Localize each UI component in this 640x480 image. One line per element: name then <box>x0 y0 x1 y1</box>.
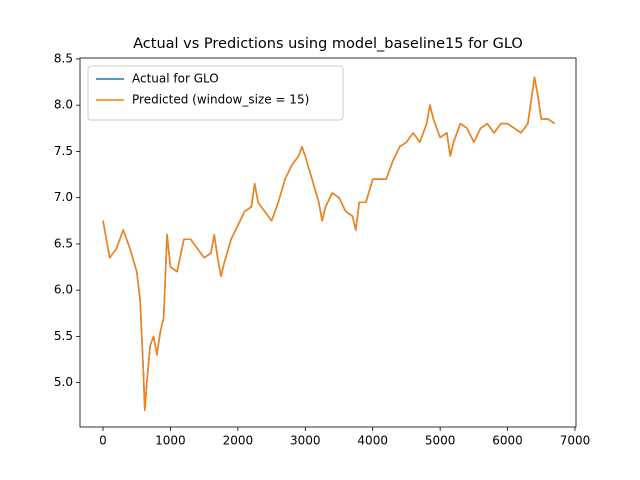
x-tick-label: 6000 <box>492 434 523 448</box>
x-tick-label: 2000 <box>223 434 254 448</box>
x-tick-label: 5000 <box>425 434 456 448</box>
y-tick-label: 7.0 <box>54 190 73 204</box>
legend-label: Actual for GLO <box>132 72 219 86</box>
y-tick-label: 7.5 <box>54 144 73 158</box>
x-tick-label: 7000 <box>560 434 591 448</box>
legend-box <box>87 65 344 121</box>
y-tick-label: 6.5 <box>54 236 73 250</box>
y-tick-label: 6.0 <box>54 283 73 297</box>
axes-frame <box>79 57 577 428</box>
chart-title: Actual vs Predictions using model_baseli… <box>133 36 523 52</box>
y-tick-label: 5.0 <box>54 375 73 389</box>
legend-label: Predicted (window_size = 15) <box>132 93 309 107</box>
series-line <box>102 76 556 412</box>
x-tick-label: 1000 <box>155 434 186 448</box>
y-tick-label: 5.5 <box>54 329 73 343</box>
x-tick-label: 3000 <box>290 434 321 448</box>
y-tick-label: 8.5 <box>54 51 73 65</box>
x-tick-label: 0 <box>99 434 107 448</box>
y-tick-label: 8.0 <box>54 98 73 112</box>
x-tick-label: 4000 <box>357 434 388 448</box>
